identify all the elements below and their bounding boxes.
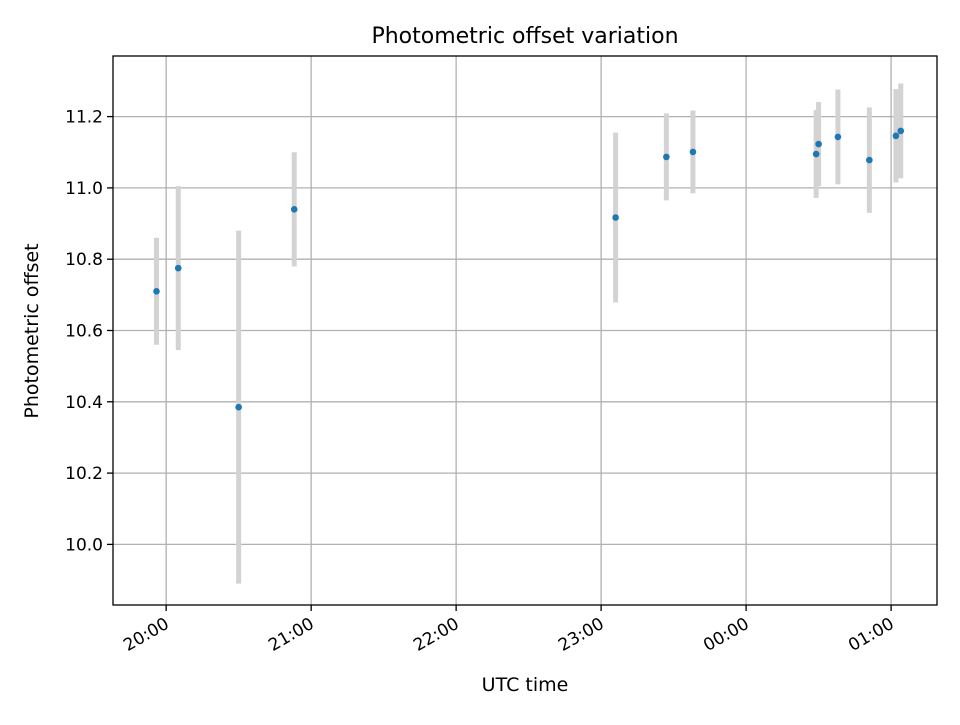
x-tick-label: 01:00 [845,614,897,656]
data-point [815,140,822,148]
x-tick-label: 00:00 [700,614,752,656]
y-tick-label: 10.8 [65,250,103,270]
y-tick-label: 11.0 [65,179,103,199]
point-layer [153,127,905,411]
data-point [897,127,905,135]
chart-title: Photometric offset variation [371,24,678,49]
y-tick-label: 10.0 [65,535,103,555]
x-tick-label: 23:00 [555,614,607,656]
data-point [153,287,160,295]
x-tick-label: 21:00 [265,614,317,656]
errorbar-layer [153,83,904,584]
grid-layer [113,56,937,605]
data-point [612,214,619,221]
data-point [663,153,670,161]
data-point [812,150,820,158]
y-tick-label: 10.2 [65,464,103,484]
data-point [174,264,182,272]
y-axis-ticks: 10.0 10.2 10.4 10.6 10.8 11.0 11.2 [65,108,113,555]
x-axis-ticks: 20:00 21:00 22:00 23:00 00:00 01:00 [120,605,898,656]
x-tick-label: 22:00 [410,614,462,656]
x-axis-label: UTC time [482,674,569,696]
x-tick-label: 20:00 [120,614,172,656]
data-point [689,148,697,156]
data-point [290,205,298,213]
plot-frame [112,55,938,606]
data-point [834,133,842,141]
y-tick-label: 10.4 [65,393,103,413]
y-axis-label: Photometric offset [21,243,43,418]
y-tick-label: 10.6 [65,322,103,342]
y-tick-label: 11.2 [65,108,103,128]
data-point [866,156,873,164]
data-point [892,132,900,140]
data-point [235,403,242,411]
